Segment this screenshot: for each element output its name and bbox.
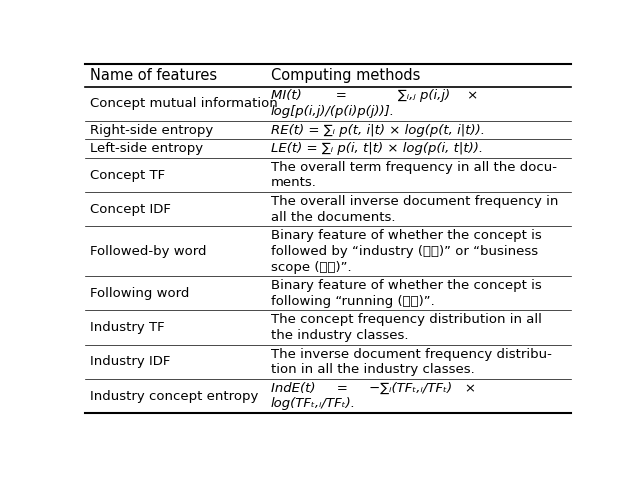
Text: RE(t) = ∑ᵢ p(t, i|t) × log(p(t, i|t)).: RE(t) = ∑ᵢ p(t, i|t) × log(p(t, i|t)). <box>271 124 485 137</box>
Text: The concept frequency distribution in all: The concept frequency distribution in al… <box>271 313 542 327</box>
Text: Left-side entropy: Left-side entropy <box>90 142 203 155</box>
Text: scope (业务)”.: scope (业务)”. <box>271 260 351 273</box>
Text: Industry IDF: Industry IDF <box>90 355 170 369</box>
Text: Right-side entropy: Right-side entropy <box>90 124 213 137</box>
Text: IndE(t)     =     −∑ᵢ(TFₜ,ᵢ/TFₜ)   ×: IndE(t) = −∑ᵢ(TFₜ,ᵢ/TFₜ) × <box>271 382 476 395</box>
Text: The overall term frequency in all the docu-: The overall term frequency in all the do… <box>271 161 557 174</box>
Text: all the documents.: all the documents. <box>271 211 396 224</box>
Text: LE(t) = ∑ᵢ p(i, t|t) × log(p(i, t|t)).: LE(t) = ∑ᵢ p(i, t|t) × log(p(i, t|t)). <box>271 142 483 155</box>
Text: Computing methods: Computing methods <box>271 68 420 83</box>
Text: Concept TF: Concept TF <box>90 169 165 182</box>
Text: following “running (从事)”.: following “running (从事)”. <box>271 295 435 308</box>
Text: The inverse document frequency distribu-: The inverse document frequency distribu- <box>271 348 552 361</box>
Text: Name of features: Name of features <box>90 68 217 83</box>
Text: Binary feature of whether the concept is: Binary feature of whether the concept is <box>271 229 541 242</box>
Text: The overall inverse document frequency in: The overall inverse document frequency i… <box>271 195 558 208</box>
Text: Following word: Following word <box>90 287 189 300</box>
Text: followed by “industry (行业)” or “business: followed by “industry (行业)” or “business <box>271 245 538 258</box>
Text: ments.: ments. <box>271 176 317 189</box>
Text: Followed-by word: Followed-by word <box>90 245 207 258</box>
Text: Concept IDF: Concept IDF <box>90 203 171 216</box>
Text: log[p(i,j)/(p(i)p(j))].: log[p(i,j)/(p(i)p(j))]. <box>271 105 395 118</box>
Text: Industry TF: Industry TF <box>90 321 164 334</box>
Text: the industry classes.: the industry classes. <box>271 329 408 342</box>
Text: Concept mutual information: Concept mutual information <box>90 97 278 110</box>
Text: Binary feature of whether the concept is: Binary feature of whether the concept is <box>271 279 541 292</box>
Text: MI(t)        =            ∑ᵢ,ⱼ p(i,j)    ×: MI(t) = ∑ᵢ,ⱼ p(i,j) × <box>271 89 478 102</box>
Text: log(TFₜ,ᵢ/TFₜ).: log(TFₜ,ᵢ/TFₜ). <box>271 398 356 411</box>
Text: Industry concept entropy: Industry concept entropy <box>90 389 259 402</box>
Text: tion in all the industry classes.: tion in all the industry classes. <box>271 363 475 376</box>
